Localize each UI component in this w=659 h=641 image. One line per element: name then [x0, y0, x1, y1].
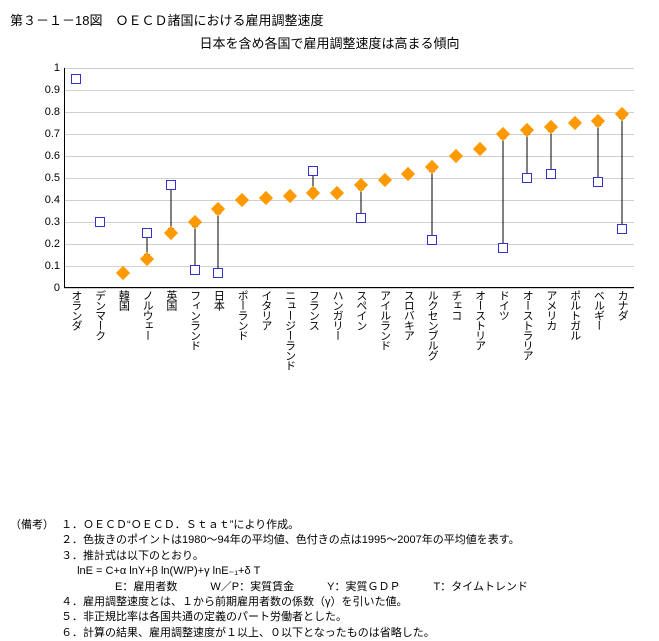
x-tick-label: 英国	[163, 290, 179, 310]
y-tick-label: 0.7	[45, 128, 60, 140]
gridline	[64, 156, 634, 157]
marker-period1	[308, 166, 318, 176]
y-tick-label: 0.4	[45, 194, 60, 206]
x-tick-label: ドイツ	[495, 290, 511, 320]
x-tick-label: 韓国	[115, 290, 131, 310]
marker-period1	[356, 213, 366, 223]
x-tick-label: オーストリア	[472, 290, 488, 350]
figure-title: 第３－１－18図 ＯＥＣＤ諸国における雇用調整速度	[10, 10, 649, 29]
y-tick-label: 0.8	[45, 106, 60, 118]
x-tick-label: ニュージーランド	[282, 290, 298, 370]
marker-period1	[498, 243, 508, 253]
notes-header: （備考）	[10, 518, 58, 533]
x-tick-label: スロバキア	[400, 290, 416, 340]
marker-period1	[166, 180, 176, 190]
marker-period1	[213, 268, 223, 278]
plot-area	[64, 68, 634, 288]
x-tick-label: ポーランド	[234, 290, 250, 340]
x-axis-labels: オランダデンマーク韓国ノルウェー英国フィンランド日本ポーランドイタリアニュージー…	[64, 290, 634, 470]
marker-period2	[330, 186, 344, 200]
note-variable-legend: E：雇用者数 W／P：実質賃金 Y：実質ＧＤＰ T：タイムトレンド	[61, 580, 528, 595]
note-item: １．ＯＥＣＤ“ＯＥＣＤ．Ｓｔａｔ”により作成。	[61, 518, 528, 533]
marker-period1	[427, 235, 437, 245]
marker-period1	[546, 169, 556, 179]
x-tick-label: フィンランド	[187, 290, 203, 350]
gridline	[64, 244, 634, 245]
x-tick-label: オーストラリア	[519, 290, 535, 360]
marker-period2	[235, 193, 249, 207]
x-tick-label: イタリア	[258, 290, 274, 330]
marker-period2	[378, 173, 392, 187]
marker-period2	[164, 226, 178, 240]
y-tick-label: 0.6	[45, 150, 60, 162]
y-tick-label: 0.1	[45, 260, 60, 272]
marker-period2	[425, 160, 439, 174]
change-arrow	[598, 121, 599, 183]
x-tick-label: オランダ	[68, 290, 84, 330]
marker-period2	[116, 266, 130, 280]
x-tick-label: スペイン	[353, 290, 369, 330]
note-item: ２．色抜きのポイントは1980〜94年の平均値、色付きの点は1995〜2007年…	[61, 533, 528, 548]
marker-period1	[617, 224, 627, 234]
marker-period2	[615, 107, 629, 121]
figure-subtitle: 日本を含め各国で雇用調整速度は高まる傾向	[10, 33, 649, 52]
marker-period1	[142, 228, 152, 238]
marker-period2	[354, 178, 368, 192]
change-arrow	[218, 209, 219, 273]
chart: オランダデンマーク韓国ノルウェー英国フィンランド日本ポーランドイタリアニュージー…	[34, 68, 634, 328]
marker-period2	[496, 127, 510, 141]
x-tick-label: ルクセンブルグ	[424, 290, 440, 360]
y-tick-label: 0.3	[45, 216, 60, 228]
x-tick-label: アメリカ	[543, 290, 559, 330]
note-formula: lnE = C+α lnY+β ln(W/P)+γ lnE₋₁+δ T	[61, 564, 528, 579]
gridline	[64, 288, 634, 289]
marker-period2	[568, 116, 582, 130]
change-arrow	[503, 134, 504, 248]
marker-period1	[522, 173, 532, 183]
note-item: ６．計算の結果、雇用調整速度が１以上、０以下となったものは省略した。	[61, 626, 528, 641]
x-tick-label: アイルランド	[377, 290, 393, 350]
marker-period2	[211, 202, 225, 216]
x-axis	[64, 287, 634, 288]
x-tick-label: カナダ	[614, 290, 630, 320]
x-tick-label: 日本	[210, 290, 226, 310]
marker-period2	[188, 215, 202, 229]
marker-period1	[593, 177, 603, 187]
gridline	[64, 266, 634, 267]
marker-period2	[306, 186, 320, 200]
change-arrow	[622, 114, 623, 228]
x-tick-label: ポルトガル	[567, 290, 583, 340]
marker-period1	[190, 265, 200, 275]
note-item: ４．雇用調整速度とは、１から前期雇用者数の係数（γ）を引いた値。	[61, 595, 528, 610]
gridline	[64, 200, 634, 201]
marker-period2	[259, 191, 273, 205]
marker-period2	[473, 142, 487, 156]
x-tick-label: チェコ	[448, 290, 464, 320]
gridline	[64, 134, 634, 135]
y-tick-label: 0.2	[45, 238, 60, 250]
gridline	[64, 222, 634, 223]
marker-period2	[591, 114, 605, 128]
note-item: ３．推計式は以下のとおり。	[61, 549, 528, 564]
change-arrow	[432, 167, 433, 240]
gridline	[64, 90, 634, 91]
x-tick-label: フランス	[305, 290, 321, 330]
marker-period2	[449, 149, 463, 163]
marker-period2	[140, 252, 154, 266]
x-tick-label: デンマーク	[92, 290, 108, 340]
x-tick-label: ベルギー	[590, 290, 606, 330]
y-tick-label: 1	[54, 62, 60, 74]
marker-period2	[544, 120, 558, 134]
x-tick-label: ハンガリー	[329, 290, 345, 340]
y-tick-label: 0	[54, 282, 60, 294]
y-tick-label: 0.9	[45, 84, 60, 96]
gridline	[64, 68, 634, 69]
note-item: ５．非正規比率は各国共通の定義のパート労働者とした。	[61, 610, 528, 625]
y-tick-label: 0.5	[45, 172, 60, 184]
y-axis	[64, 68, 65, 288]
gridline	[64, 112, 634, 113]
marker-period1	[95, 217, 105, 227]
x-tick-label: ノルウェー	[139, 290, 155, 340]
marker-period1	[71, 74, 81, 84]
